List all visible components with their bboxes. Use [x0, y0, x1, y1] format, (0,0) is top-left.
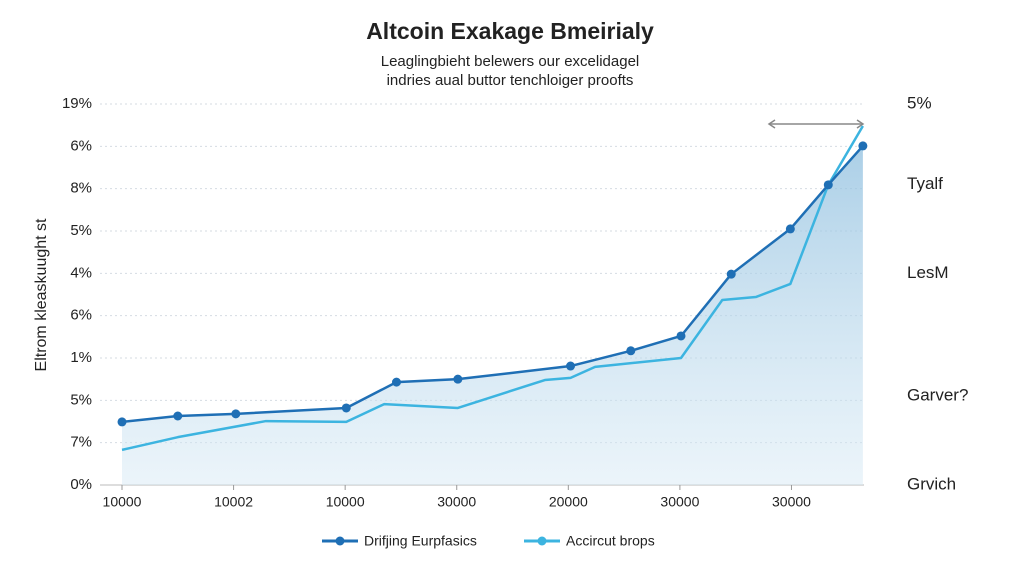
y-tick-label: 1% — [70, 349, 92, 366]
point — [341, 403, 351, 413]
legend-item: Drifjing Eurpfasics — [322, 533, 477, 549]
y-tick-label: 19% — [62, 95, 92, 112]
chart-title: Altcoin Exakage Bmeirialy — [366, 18, 654, 44]
legend-label: Drifjing Eurpfasics — [364, 533, 477, 549]
y-tick-label: 8% — [70, 180, 92, 197]
right-annotation: LesM — [907, 263, 949, 282]
legend-item: Accircut brops — [524, 533, 655, 549]
point — [173, 411, 183, 421]
point — [566, 361, 576, 371]
legend-label: Accircut brops — [566, 533, 655, 549]
subtitle: Leaglingbieht belewers our excelidagel — [381, 53, 640, 70]
right-annotation: Garver? — [907, 386, 968, 405]
point — [117, 417, 127, 427]
x-tick-label: 10000 — [326, 494, 365, 510]
subtitle: indries aual buttor tenchloiger proofts — [387, 72, 634, 89]
x-tick-label: 30000 — [772, 494, 811, 510]
x-tick-label: 30000 — [660, 494, 699, 510]
y-tick-label: 4% — [70, 264, 92, 281]
x-tick-label: 10002 — [214, 494, 253, 510]
x-tick-label: 10000 — [103, 494, 142, 510]
right-annotation: Tyalf — [907, 174, 943, 193]
top-arrow — [767, 119, 865, 129]
point — [676, 331, 686, 341]
point — [726, 269, 736, 279]
x-tick-label: 20000 — [549, 494, 588, 510]
point — [231, 409, 241, 419]
y-tick-label: 5% — [70, 391, 92, 408]
y-tick-label: 6% — [70, 137, 92, 154]
point — [823, 180, 833, 190]
area — [122, 145, 863, 485]
right-annotation: Grvich — [907, 474, 956, 493]
point — [391, 377, 401, 387]
y-tick-label: 0% — [70, 476, 92, 493]
legend-marker — [335, 536, 345, 546]
y-tick-label: 5% — [70, 222, 92, 239]
y-tick-label: 6% — [70, 307, 92, 324]
point — [626, 346, 636, 356]
legend-marker — [537, 536, 547, 546]
y-tick-label: 7% — [70, 434, 92, 451]
point — [453, 374, 463, 384]
point — [858, 141, 868, 151]
line — [121, 125, 864, 452]
x-tick-label: 30000 — [437, 494, 476, 510]
right-annotation: 5% — [907, 93, 932, 112]
y-axis-label: Eltrom kleaskuught st — [33, 218, 50, 372]
point — [785, 224, 795, 234]
